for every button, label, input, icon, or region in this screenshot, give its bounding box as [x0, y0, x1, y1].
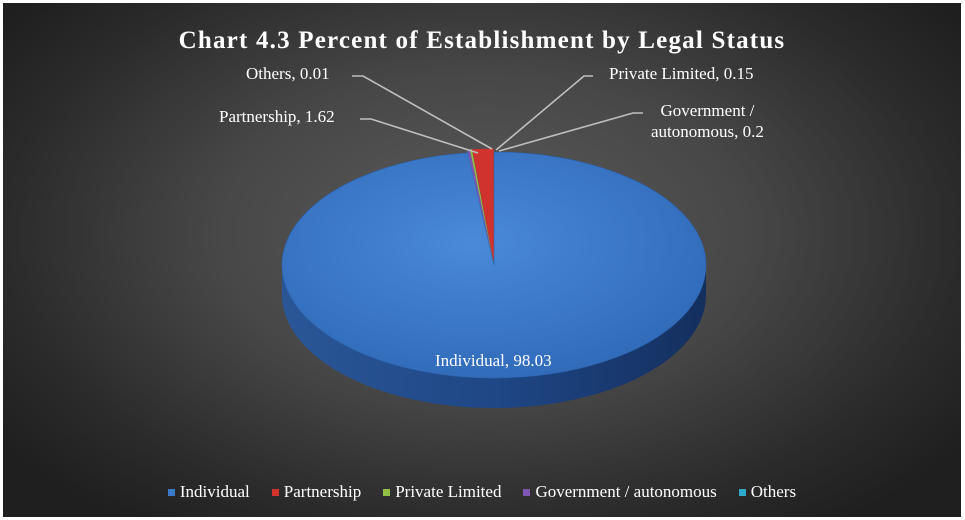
data-label-individual: Individual, 98.03: [435, 351, 552, 370]
legend-item-partnership: Partnership: [271, 482, 362, 502]
pie-side-individual: [282, 265, 706, 408]
legend-item-others: Others: [738, 482, 797, 502]
legend-swatch-partnership: [271, 488, 279, 496]
pie-slice-individual: [281, 151, 707, 379]
data-label-government-line2: autonomous, 0.2: [651, 122, 764, 141]
legend-swatch-private-limited: [383, 488, 391, 496]
legend-label-government: Government / autonomous: [535, 482, 717, 501]
legend-label-partnership: Partnership: [283, 482, 362, 501]
legend-item-individual: Individual: [167, 482, 250, 502]
chart-legend: Individual Partnership Private Limited G…: [3, 482, 961, 502]
data-label-private-limited: Private Limited, 0.15: [609, 64, 754, 83]
leader-others: [352, 75, 493, 150]
pie-chart: [281, 75, 707, 408]
legend-label-others: Others: [750, 482, 797, 501]
data-label-government-line1: Government /: [660, 101, 755, 120]
legend-label-individual: Individual: [179, 482, 250, 501]
legend-item-private-limited: Private Limited: [383, 482, 501, 502]
leader-private-limited: [495, 75, 593, 151]
chart-title: Chart 4.3 Percent of Establishment by Le…: [178, 27, 786, 54]
data-label-partnership: Partnership, 1.62: [219, 107, 335, 126]
legend-item-government: Government / autonomous: [523, 482, 717, 502]
legend-label-private-limited: Private Limited: [395, 482, 502, 501]
data-label-others: Others, 0.01: [246, 64, 330, 83]
legend-swatch-others: [738, 488, 746, 496]
legend-swatch-individual: [167, 488, 175, 496]
data-label-government: Government / autonomous, 0.2: [651, 100, 764, 142]
leader-partnership: [360, 118, 479, 154]
legend-swatch-government: [523, 488, 531, 496]
pie-slice-partnership: [472, 148, 494, 262]
pie-slice-others: [466, 149, 494, 262]
pie-slice-private-limited: [469, 149, 494, 262]
pie-slice-government: [467, 149, 494, 262]
leader-government: [498, 112, 643, 152]
chart-area: Chart 4.3 Percent of Establishment by Le…: [3, 3, 961, 517]
